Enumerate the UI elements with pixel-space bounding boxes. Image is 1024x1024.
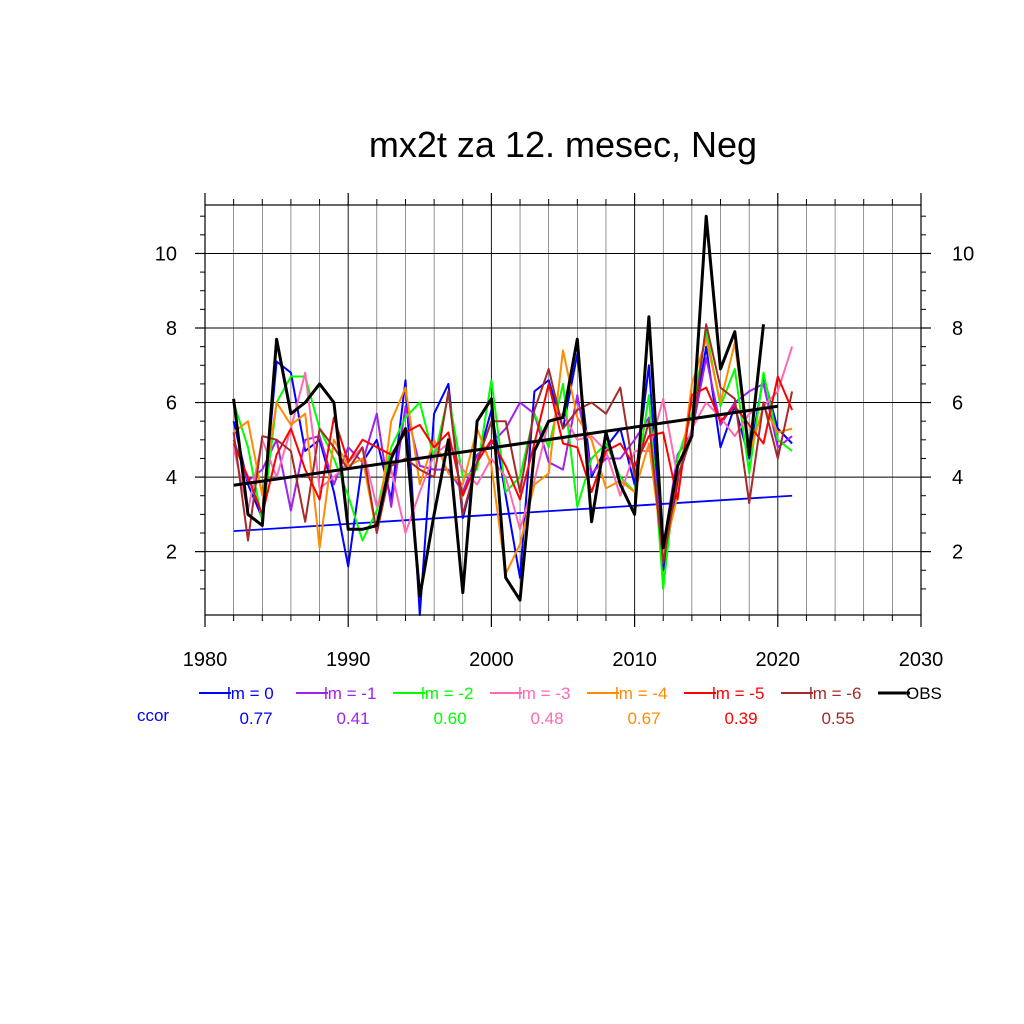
legend-label-0: lm = 0 bbox=[227, 684, 274, 703]
legend-label-3: lm = -3 bbox=[518, 684, 570, 703]
legend-label-7: OBS bbox=[906, 684, 942, 703]
series-line-5 bbox=[232, 375, 794, 516]
y-tick-label-right: 2 bbox=[952, 542, 963, 564]
legend-ccor-6: 0.55 bbox=[821, 709, 854, 728]
x-tick-label: 2030 bbox=[899, 649, 944, 671]
y-tick-label-left: 2 bbox=[166, 542, 177, 564]
y-tick-label-right: 10 bbox=[952, 243, 974, 265]
legend-label-5: lm = -5 bbox=[712, 684, 764, 703]
y-tick-label-right: 8 bbox=[952, 318, 963, 340]
series-line-0 bbox=[232, 345, 793, 616]
legend-ccor-4: 0.67 bbox=[627, 709, 660, 728]
series-line-7 bbox=[232, 214, 765, 602]
trend-line-0 bbox=[233, 494, 793, 533]
plot-frame bbox=[204, 204, 922, 616]
x-tick-label: 1990 bbox=[326, 649, 371, 671]
series-line-3 bbox=[232, 346, 794, 534]
series-line-4 bbox=[232, 338, 793, 575]
x-tick-label: 1980 bbox=[183, 649, 228, 671]
y-tick-label-left: 4 bbox=[166, 467, 177, 489]
y-tick-label-right: 4 bbox=[952, 467, 963, 489]
legend-label-6: lm = -6 bbox=[809, 684, 861, 703]
legend-ccor-3: 0.48 bbox=[530, 709, 563, 728]
ccor-label: ccor bbox=[137, 706, 169, 725]
legend-label-2: lm = -2 bbox=[421, 684, 473, 703]
x-tick-label: 2010 bbox=[612, 649, 657, 671]
series-line-6 bbox=[232, 323, 794, 564]
legend-ccor-1: 0.41 bbox=[336, 709, 369, 728]
legend-label-1: lm = -1 bbox=[324, 684, 376, 703]
legend-label-4: lm = -4 bbox=[615, 684, 667, 703]
axis-layer: 1980 1990 2000 2010 2020 2030 2 2 4 4 6 6 8 8 10 10 bbox=[155, 193, 974, 671]
legend-layer: ccor lm = 0 0.77 lm = -1 0.41 lm = -2 0.60 lm =… bbox=[137, 684, 942, 728]
trend-line-7 bbox=[233, 404, 779, 487]
y-tick-label-left: 8 bbox=[166, 318, 177, 340]
series-layer bbox=[232, 214, 794, 616]
legend-ccor-5: 0.39 bbox=[724, 709, 757, 728]
y-tick-label-right: 6 bbox=[952, 393, 963, 415]
y-tick-label-left: 6 bbox=[166, 393, 177, 415]
legend-ccor-0: 0.77 bbox=[239, 709, 272, 728]
x-tick-label: 2020 bbox=[756, 649, 801, 671]
chart-title: mx2t za 12. mesec, Neg bbox=[369, 124, 757, 165]
legend-ccor-2: 0.60 bbox=[433, 709, 466, 728]
x-tick-label: 2000 bbox=[469, 649, 514, 671]
y-tick-label-left: 10 bbox=[155, 243, 177, 265]
